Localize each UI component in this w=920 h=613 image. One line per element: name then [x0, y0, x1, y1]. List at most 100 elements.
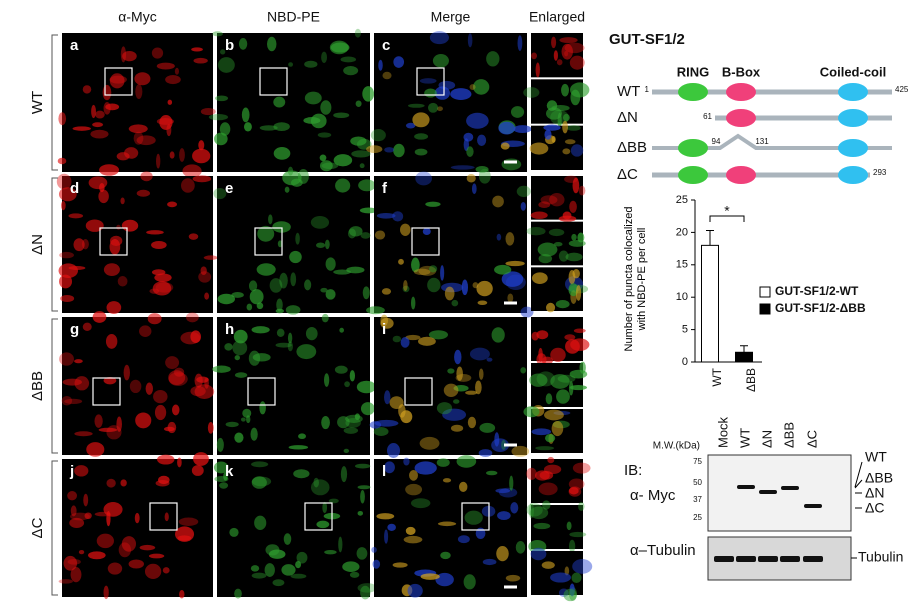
cell-signal	[541, 561, 555, 569]
panel-letter: h	[225, 321, 234, 338]
cell-signal	[207, 422, 214, 434]
cell-signal	[251, 326, 270, 334]
cell-signal	[345, 414, 363, 423]
cell-signal	[467, 33, 473, 48]
cell-signal	[536, 330, 549, 340]
cell-signal	[469, 84, 476, 91]
cell-signal	[279, 272, 288, 289]
cell-signal	[69, 517, 85, 528]
cell-signal	[330, 42, 350, 53]
cell-signal	[343, 427, 359, 434]
cell-signal	[200, 266, 207, 276]
cell-signal	[562, 120, 568, 134]
cell-signal	[256, 263, 276, 276]
band-pointer	[854, 461, 863, 509]
cell-signal	[345, 417, 361, 428]
cell-signal	[133, 131, 144, 145]
y-tick-label: 0	[682, 356, 688, 368]
cell-signal	[569, 531, 587, 538]
cell-signal	[109, 73, 125, 89]
cell-signal	[482, 558, 497, 566]
cell-signal	[325, 289, 336, 300]
row-bracket	[51, 34, 58, 171]
cell-signal	[464, 510, 483, 525]
cell-signal	[561, 83, 569, 97]
cell-signal	[313, 477, 319, 488]
cell-signal	[523, 406, 540, 418]
cell-signal	[288, 62, 294, 67]
cell-signal	[570, 338, 590, 351]
cell-signal	[529, 506, 549, 520]
cell-signal	[570, 82, 590, 98]
cell-signal	[116, 416, 122, 432]
cell-signal	[84, 512, 92, 520]
cell-signal	[151, 269, 166, 276]
cell-signal	[434, 86, 451, 100]
panel-letter: f	[382, 180, 388, 197]
panel-letter: l	[382, 463, 386, 480]
cell-signal	[164, 512, 169, 522]
cell-signal	[531, 52, 537, 60]
cell-signal	[95, 110, 105, 119]
cell-signal	[158, 475, 170, 485]
cell-signal	[357, 485, 371, 490]
cell-signal	[376, 212, 396, 219]
cell-signal	[310, 216, 330, 229]
cell-signal	[486, 357, 493, 362]
cell-signal	[530, 547, 547, 561]
cell-signal	[456, 366, 463, 381]
cell-signal	[412, 112, 430, 128]
cell-signal	[354, 413, 361, 420]
band	[781, 486, 799, 490]
cell-signal	[442, 408, 467, 421]
cell-signal	[203, 255, 218, 260]
cell-signal	[440, 551, 451, 560]
cell-signal	[59, 251, 74, 259]
cell-signal	[531, 272, 548, 285]
cell-signal	[194, 384, 215, 399]
row-bracket	[51, 318, 58, 454]
cell-signal	[153, 389, 168, 404]
micrograph	[62, 459, 213, 597]
cell-signal	[165, 356, 180, 370]
cell-signal	[526, 467, 537, 480]
cell-signal	[62, 378, 82, 386]
cell-signal	[516, 185, 531, 198]
cell-signal	[70, 505, 77, 517]
zoom-box	[404, 377, 433, 406]
cell-signal	[371, 546, 377, 553]
cell-signal	[74, 431, 93, 437]
cell-signal	[99, 182, 105, 193]
cell-signal	[320, 287, 328, 293]
residue-number: 425	[895, 85, 909, 94]
cell-signal	[551, 136, 556, 143]
cell-signal	[511, 445, 530, 457]
cell-signal	[526, 503, 543, 517]
band	[758, 556, 778, 562]
cell-signal	[373, 427, 389, 436]
column-header: Merge	[431, 9, 471, 25]
cell-signal	[105, 103, 120, 111]
cell-signal	[424, 88, 437, 98]
cell-signal	[505, 260, 525, 267]
cell-signal	[360, 489, 365, 504]
cell-signal	[72, 126, 91, 131]
cell-signal	[418, 265, 437, 276]
cell-signal	[425, 201, 441, 207]
cell-signal	[442, 478, 452, 483]
cell-signal	[422, 227, 431, 236]
cell-signal	[122, 50, 137, 62]
cell-signal	[293, 469, 310, 479]
residue-number: 1	[645, 85, 650, 94]
cell-signal	[540, 195, 558, 205]
domain	[838, 83, 868, 101]
cell-signal	[564, 334, 576, 341]
column-header: Enlarged	[529, 9, 585, 25]
cell-signal	[251, 572, 267, 579]
cell-signal	[282, 170, 302, 186]
cell-signal	[466, 112, 489, 129]
cell-signal	[61, 395, 73, 406]
cell-signal	[287, 341, 293, 352]
zoom-box	[304, 502, 333, 531]
